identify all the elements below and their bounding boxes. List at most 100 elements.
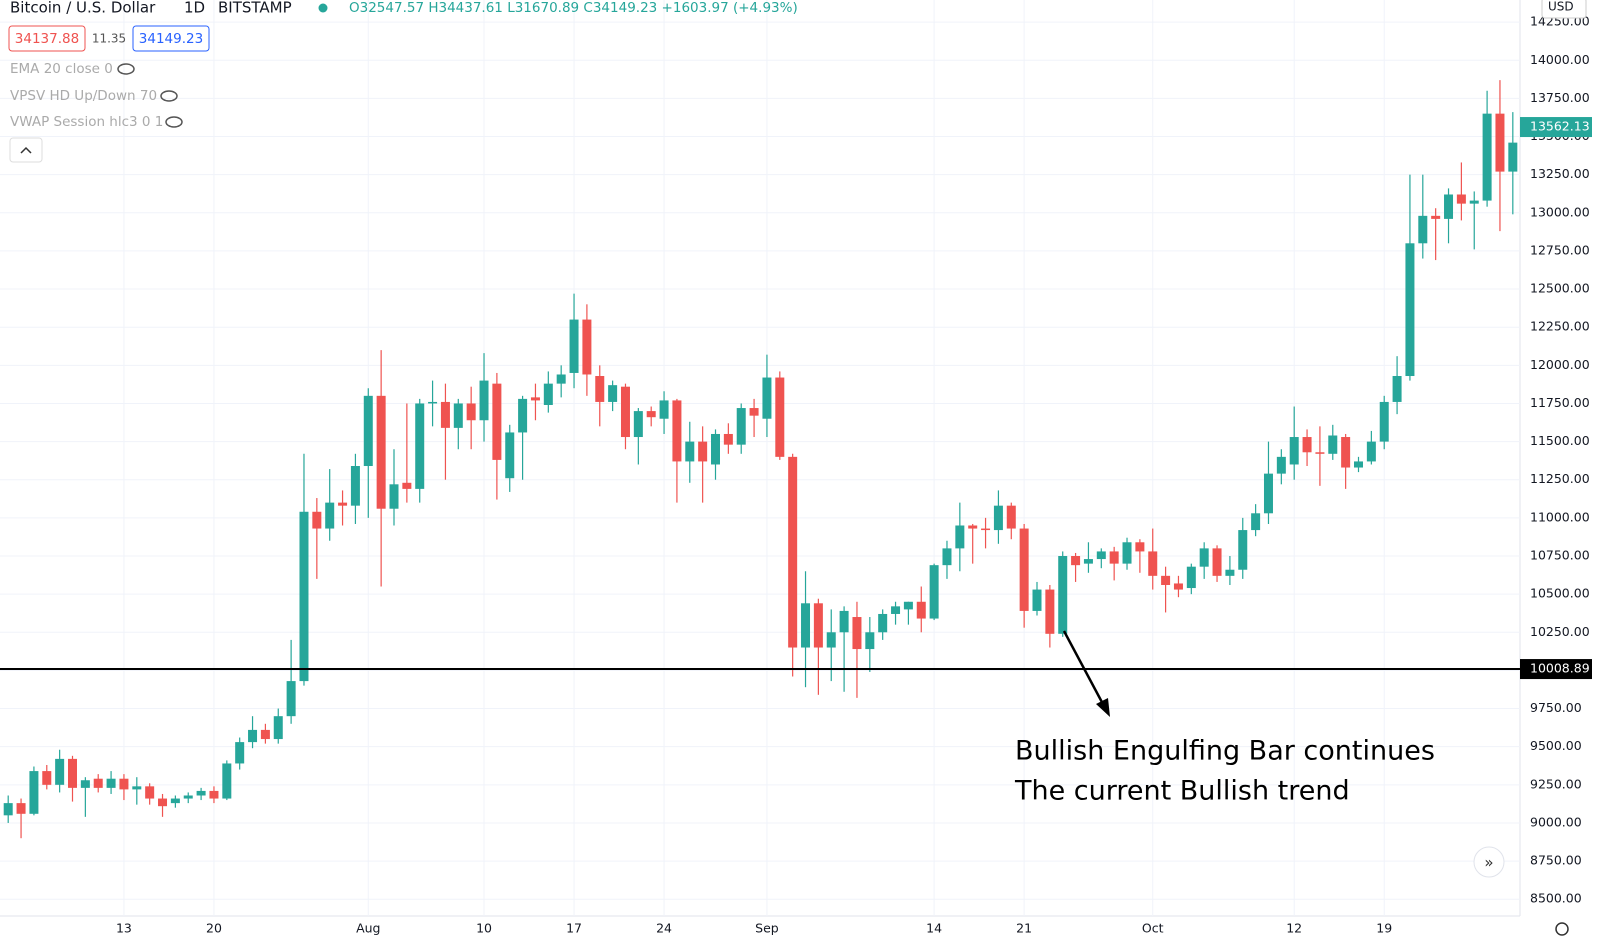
candle-body: [903, 601, 913, 610]
candle-body: [530, 397, 540, 401]
y-tick-label: 11250.00: [1530, 471, 1590, 486]
candle-body: [1495, 113, 1505, 172]
candle-body: [981, 528, 991, 531]
currency-box[interactable]: [1541, 0, 1587, 19]
y-tick-label: 13000.00: [1530, 204, 1590, 219]
candle-body: [183, 795, 193, 799]
candle-body: [993, 505, 1003, 531]
hide-icon[interactable]: [117, 63, 135, 75]
candle-body: [1508, 142, 1518, 172]
candle-body: [93, 778, 103, 788]
candle-body: [891, 606, 901, 614]
candle-body: [1469, 200, 1479, 204]
candle-body: [1366, 441, 1376, 462]
settings-icon[interactable]: [1555, 922, 1569, 936]
candle-body: [55, 758, 65, 785]
x-tick-label: 24: [656, 921, 672, 936]
candle-body: [1032, 589, 1042, 611]
candle-body: [1045, 589, 1055, 634]
hide-icon[interactable]: [160, 90, 178, 102]
candle-body: [68, 758, 77, 788]
y-tick-label: 11750.00: [1530, 395, 1590, 410]
y-tick-label: 11500.00: [1530, 433, 1590, 448]
candle-body: [453, 403, 463, 428]
candle-body: [466, 403, 476, 421]
candle-body: [646, 411, 656, 418]
y-tick-label: 8750.00: [1530, 853, 1582, 868]
candle-body: [1379, 401, 1389, 442]
y-tick-label: 10750.00: [1530, 548, 1590, 563]
candle-body: [1173, 583, 1183, 590]
candle-body: [1135, 542, 1145, 552]
candle-body: [1263, 473, 1273, 514]
candle-body: [518, 398, 528, 433]
candle-body: [415, 403, 425, 489]
candle-body: [1225, 569, 1235, 576]
candle-body: [325, 502, 335, 529]
collapse-icon: [20, 146, 32, 154]
candle-body: [1148, 551, 1158, 576]
x-tick-label: 21: [1016, 921, 1032, 936]
price-label: 10008.89: [1530, 661, 1590, 676]
candle-body: [363, 395, 373, 467]
scroll-icon: »: [1484, 854, 1493, 872]
candle-body: [235, 742, 245, 764]
candle-body: [723, 433, 733, 445]
candle-body: [1456, 194, 1466, 204]
candle-body: [1199, 548, 1209, 567]
candle-body: [1315, 452, 1325, 454]
x-tick-label: 19: [1376, 921, 1392, 936]
spread: 11.35: [92, 32, 126, 46]
candle-body: [633, 411, 643, 438]
candle-body: [1392, 376, 1402, 402]
y-tick-label: 12000.00: [1530, 357, 1590, 372]
candle-body: [1019, 528, 1029, 611]
arrow-head: [1096, 698, 1110, 717]
candle-body: [929, 565, 939, 619]
candle-body: [942, 548, 952, 566]
candle-body: [1212, 548, 1222, 576]
candle-body: [209, 790, 219, 799]
candle-body: [299, 511, 309, 682]
x-tick-label: Aug: [356, 921, 380, 936]
x-tick-label: 17: [566, 921, 582, 936]
status-dot: [318, 3, 328, 13]
y-tick-label: 9000.00: [1530, 814, 1582, 829]
candle-body: [106, 778, 116, 788]
candle-body: [685, 441, 695, 462]
candle-body: [711, 433, 720, 465]
candle-body: [543, 383, 553, 405]
x-tick-label: 13: [116, 921, 132, 936]
candle-body: [1341, 437, 1351, 468]
scroll-button[interactable]: [1473, 846, 1505, 878]
indicator[interactable]: VPSV HD Up/Down 70: [10, 88, 157, 104]
ask: 34149.23: [139, 31, 203, 47]
y-tick-label: 13250.00: [1530, 166, 1590, 181]
indicator[interactable]: EMA 20 close 0: [10, 61, 113, 77]
bid-box[interactable]: [8, 25, 86, 52]
y-tick-label: 12250.00: [1530, 319, 1590, 334]
x-tick-label: Sep: [755, 921, 779, 936]
candle-body: [222, 763, 232, 799]
ask-box[interactable]: [132, 25, 210, 52]
candle-body: [286, 681, 296, 717]
y-tick-label: 12500.00: [1530, 281, 1590, 296]
y-tick-label: 13750.00: [1530, 90, 1590, 105]
collapse-button[interactable]: [9, 137, 43, 163]
candle-body: [376, 395, 386, 509]
candle-body: [608, 385, 618, 402]
candle-body: [1083, 559, 1093, 564]
ohlc-legend: O32547.57 H34437.61 L31670.89 C34149.23 …: [349, 0, 798, 16]
candle-body: [389, 484, 399, 509]
candle-body: [3, 803, 13, 816]
y-tick-label: 10500.00: [1530, 586, 1590, 601]
candle-body: [1328, 435, 1338, 454]
candle-body: [736, 408, 746, 445]
hide-icon[interactable]: [165, 116, 183, 128]
candle-body: [440, 401, 450, 428]
indicator[interactable]: VWAP Session hlc3 0 1: [10, 114, 163, 130]
candle-body: [248, 729, 258, 743]
candle-body: [1122, 542, 1132, 564]
price-label-box: [1520, 659, 1592, 680]
